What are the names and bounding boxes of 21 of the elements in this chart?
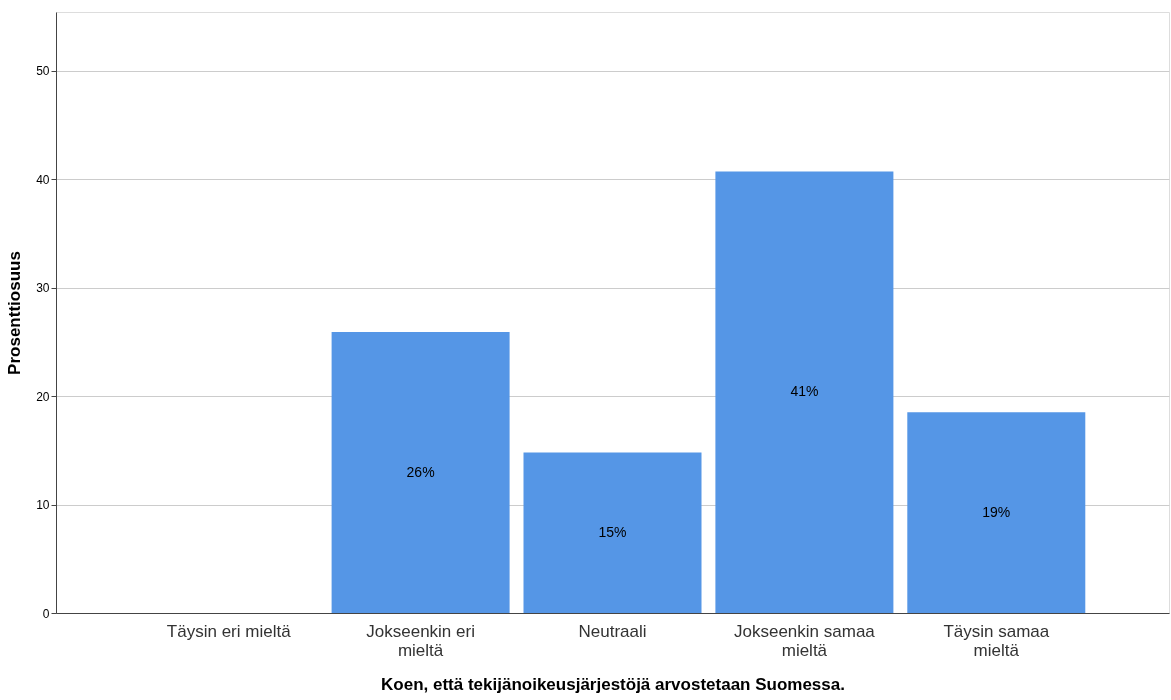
x-tick-label: Täysin eri mieltä <box>166 621 292 641</box>
y-tick-label: 20 <box>36 389 50 404</box>
data-label: 19% <box>982 503 1011 520</box>
y-tick-label: 40 <box>36 172 50 187</box>
data-label: 41% <box>790 383 819 400</box>
bar <box>715 171 894 613</box>
y-tick-label: 30 <box>36 281 50 296</box>
bar <box>331 332 510 613</box>
x-tick-label: Jokseenkin samaa mieltä <box>733 621 876 660</box>
x-axis-title: Koen, että tekijänoikeusjärjestöjä arvostetaan Suomessa. <box>381 674 845 694</box>
y-tick-label: 50 <box>36 64 50 79</box>
data-label: 15% <box>598 523 627 540</box>
y-tick-label: 0 <box>42 606 50 621</box>
y-axis-title: Prosenttiosuus <box>5 251 25 375</box>
x-tick-label: Täysin samaa mieltä <box>943 621 1050 660</box>
y-tick-label: 10 <box>36 498 50 513</box>
data-label: 26% <box>406 463 435 480</box>
bar <box>523 452 702 613</box>
bar <box>907 412 1086 613</box>
x-tick-label: Neutraali <box>578 621 647 641</box>
x-tick-label: Jokseenkin eri mieltä <box>366 621 475 660</box>
